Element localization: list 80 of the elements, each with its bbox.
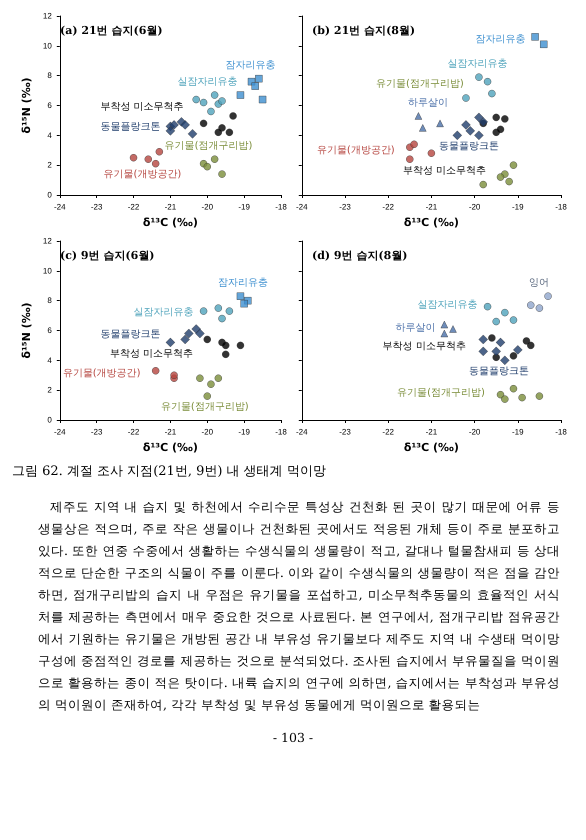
y-tick-label: 8 xyxy=(47,71,52,80)
series-label: 유기물(점개구리밥) xyxy=(160,402,249,413)
text: (b) 21번 습지(8월) xyxy=(312,24,416,37)
x-tick-label: -20 xyxy=(468,202,481,212)
text: - 103 - xyxy=(272,730,314,745)
x-tick-label: -18 xyxy=(555,428,568,436)
x-tick-label: -21 xyxy=(164,202,177,212)
y-tick-label: 0 xyxy=(47,190,52,200)
y-tick-label: 12 xyxy=(42,236,52,246)
x-tick-label: -18 xyxy=(275,428,288,436)
x-tick-label: -23 xyxy=(90,428,103,436)
series-label: 유기물(개방공간) xyxy=(103,169,182,180)
x-tick-label: -22 xyxy=(128,202,140,212)
x-tick-label: -19 xyxy=(238,428,250,436)
y-tick-label: 4 xyxy=(47,356,52,365)
x-tick-label: -22 xyxy=(382,428,395,436)
x-axis-title: δ¹³C (‰) xyxy=(142,216,198,229)
series-label: 동물플랑크톤 xyxy=(100,329,160,340)
series-label: 유기물(개방공간) xyxy=(62,368,141,380)
series-label: 동물플랑크톤 xyxy=(100,121,160,132)
y-tick-label: 2 xyxy=(47,386,52,395)
x-axis-title: δ¹³C (‰) xyxy=(404,441,459,454)
x-tick-label: -19 xyxy=(238,202,250,212)
series-label: 동물플랑크톤 xyxy=(438,140,499,152)
x-tick-label: -24 xyxy=(296,202,308,212)
series-label: 잉어 xyxy=(528,278,549,289)
x-tick-label: -24 xyxy=(54,202,66,212)
x-tick-label: -19 xyxy=(512,428,524,436)
series-label: 동물플랑크톤 xyxy=(469,366,530,377)
series-label: 유기물(점개구리밥) xyxy=(397,387,486,398)
x-tick-label: -18 xyxy=(555,202,568,212)
x-tick-label: -23 xyxy=(339,428,352,436)
series-label: 잠자리유충 xyxy=(476,34,526,46)
x-tick-label: -20 xyxy=(201,202,214,212)
y-tick-label: 2 xyxy=(47,160,52,170)
series-label: 실잠자리유충 xyxy=(447,58,508,70)
text: 부착성 미소무척추 xyxy=(382,341,466,352)
x-tick-label: -18 xyxy=(275,202,288,212)
series-label: 유기물(개방공간) xyxy=(316,145,395,156)
series-label: 실잠자리유충 xyxy=(134,306,194,318)
x-tick-label: -21 xyxy=(426,202,438,212)
series-label: 실잠자리유충 xyxy=(178,76,238,88)
series-label: 잠자리유충 xyxy=(218,278,268,289)
text: 그림 62. 계절 조사 지점(21번, 9번) 내 생태계 먹이망 xyxy=(12,463,327,480)
x-axis-title: δ¹³C (‰) xyxy=(142,441,198,454)
y-tick-label: 6 xyxy=(47,326,52,335)
text: 부착성 미소무척추 xyxy=(403,166,486,176)
x-tick-label: -23 xyxy=(339,202,352,212)
y-tick-label: 10 xyxy=(42,41,52,50)
x-tick-label: -24 xyxy=(54,428,66,436)
y-axis-title: δ¹⁵N (‰) xyxy=(20,302,33,359)
y-tick-label: 12 xyxy=(42,12,52,20)
y-tick-label: 4 xyxy=(47,130,52,140)
text: (a) 21번 습지(6월) xyxy=(60,24,163,37)
text: 제주도 지역 내 습지 및 하천에서 수리수문 특성상 건천화 된 곳이 많기 때문에 어류 등 생물상은 적으며, 주로 작은 생물이나 건천화된 곳에서도 적응된 개체 등이 주로 분포하고 있다. 또한 연중 수중에서 생활하는 수생식물의 생물량이 적고, 갈대나 털물참새피 등 상대적으로 단순한 구조의 식물이 주를 이룬다. 이와 같이 수생식물의 생물량이 적은 점을 감안하면, 점개구리밥의 습지 내 우점은 유기물을 포섭하고, 미소무척추동물의 효율적인 서식처를 제공하는 측면에서 매우 중요한 것으로 사료된다. 본 연구에서, 점개구리밥 점유공간에서 기원하는 유기물은 개방된 공간 내 부유성 유기물보다 제주도 지역 내 수생태 먹이망 구성에 중점적인 경로를 제공하는 것으로 분석되었다. 조사된 습지에서 부유물질을 먹이원으로 활용하는 종이 적은 탓이다. 내륙 습지의 연구에 의하면, 습지에서는 부착성과 부유성의 먹이원이 존재하여, 각각 부착성 및 부유성 동물에게 먹이원으로 활용되는 xyxy=(38,499,560,712)
x-tick-label: -23 xyxy=(90,202,103,212)
y-tick-label: 10 xyxy=(42,266,52,276)
x-tick-label: -19 xyxy=(512,202,524,212)
series-label: 잠자리유충 xyxy=(225,60,276,72)
x-tick-label: -22 xyxy=(128,428,140,436)
y-tick-label: 8 xyxy=(47,296,52,306)
series-label: 실잠자리유충 xyxy=(418,300,478,311)
y-axis-title: δ¹⁵N (‰) xyxy=(20,77,33,134)
series-label: 유기물(점개구리밥) xyxy=(164,140,252,152)
x-tick-label: -21 xyxy=(426,428,438,436)
text: 유기물(점개구리밥) xyxy=(376,78,464,90)
x-tick-label: -21 xyxy=(164,428,177,436)
series-label: 부착성 미소무척추 xyxy=(100,102,184,113)
series-label: 하루살이 xyxy=(408,97,448,108)
series-label: 하루살이 xyxy=(395,322,436,334)
x-tick-label: -20 xyxy=(201,428,214,436)
y-tick-label: 6 xyxy=(47,101,52,110)
x-tick-label: -24 xyxy=(296,428,308,436)
series-label: 부착성 미소무척추 xyxy=(110,348,194,360)
text: (d) 9번 습지(8월) xyxy=(312,249,408,262)
x-tick-label: -22 xyxy=(382,202,395,212)
y-tick-label: 0 xyxy=(47,416,52,424)
text: (c) 9번 습지(6월) xyxy=(60,249,154,262)
x-axis-title: δ¹³C (‰) xyxy=(404,216,459,229)
x-tick-label: -20 xyxy=(468,428,481,436)
